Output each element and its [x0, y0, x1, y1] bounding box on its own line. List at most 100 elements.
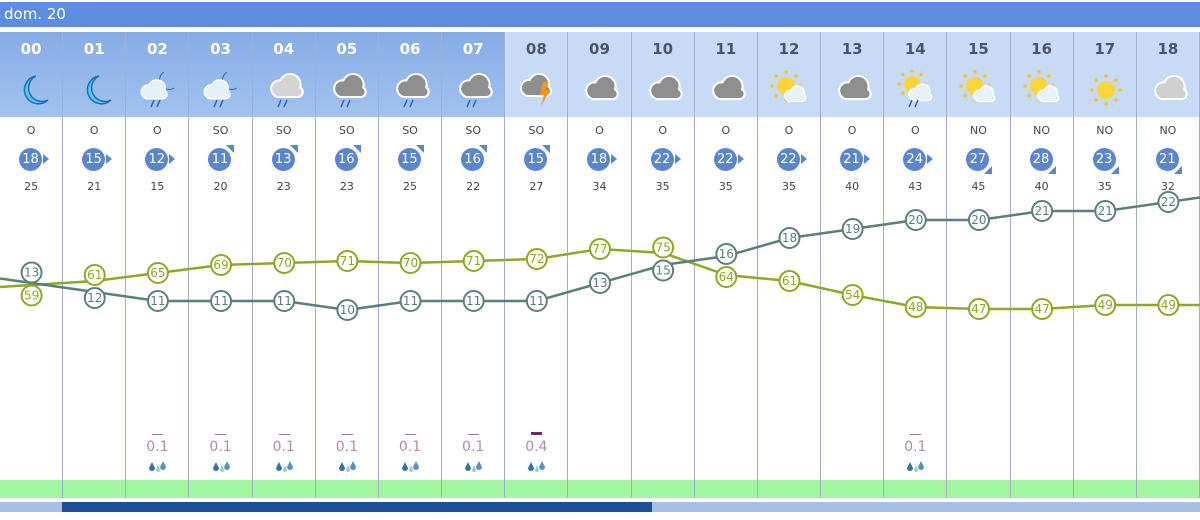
cloud-rain-light-icon [263, 70, 307, 110]
green-strip [189, 480, 252, 498]
hour-column: 04 SO 13 23 0.1 [252, 32, 316, 498]
hour-column: 16 NO 28 40 [1010, 32, 1074, 498]
precip-value: 0.1 [398, 439, 422, 455]
wind-arrow-icon [226, 145, 235, 153]
cloud-storm-icon [515, 70, 559, 110]
cloud-rain-icon [326, 70, 370, 110]
hour-column: 15 NO 27 45 [947, 32, 1011, 498]
precip-bar [152, 434, 164, 435]
hour-label: 18 [1157, 40, 1179, 58]
wind-gust: 43 [908, 180, 923, 193]
wind-gust: 45 [971, 180, 986, 193]
hour-column: 07 SO 16 22 0.1 [442, 32, 506, 498]
wind-direction: O [153, 124, 162, 137]
wind-arrow-icon [43, 154, 49, 164]
hour-header [694, 32, 757, 117]
precip-bar [278, 434, 290, 435]
wind-speed-badge: 21 [840, 148, 864, 171]
green-strip [694, 480, 757, 498]
hour-column: 02 O 12 15 0.1 [126, 32, 190, 498]
green-strip [315, 480, 378, 498]
hour-column: 05 SO 16 23 0.1 [315, 32, 379, 498]
wind-speed-badge: 27 [966, 148, 990, 171]
wind-gust: 15 [150, 180, 165, 193]
precip-value: 0.1 [272, 439, 295, 455]
hour-header [315, 32, 378, 117]
hour-column: 09 O 18 34 [568, 32, 632, 498]
wind-direction: O [658, 124, 667, 137]
hour-column: 17 NO 23 35 [1073, 32, 1137, 498]
wind-direction: NO [1033, 124, 1051, 137]
wind-gust: 22 [466, 180, 481, 193]
hour-header [442, 32, 505, 117]
hour-label: 16 [1031, 40, 1053, 58]
hour-label: 02 [146, 40, 168, 58]
hour-header [631, 32, 694, 117]
wind-direction: SO [275, 124, 292, 137]
green-strip [1136, 480, 1199, 498]
sun-cloud-icon [768, 70, 812, 110]
wind-arrow-icon [1110, 166, 1119, 174]
wind-direction: NO [1159, 124, 1177, 137]
wind-speed-badge: 21 [1155, 148, 1179, 171]
precip-value: 0.1 [462, 439, 485, 455]
wind-arrow-icon [611, 154, 618, 164]
wind-speed-badge: 16 [461, 148, 485, 171]
wind-speed-badge: 22 [776, 148, 800, 171]
hour-header [126, 32, 189, 117]
wind-gust: 34 [592, 180, 607, 193]
wind-arrow-icon [800, 154, 807, 164]
wind-direction: O [595, 124, 604, 137]
hour-column: 13 O 21 40 [821, 32, 885, 498]
precip-bar [531, 432, 543, 435]
wind-arrow-icon [289, 145, 298, 153]
wind-direction: O [26, 124, 36, 137]
wind-arrow-icon [479, 145, 488, 153]
hour-label: 06 [399, 40, 421, 58]
green-strip [63, 480, 126, 498]
wind-direction: O [784, 124, 794, 137]
wind-gust: 35 [718, 180, 733, 193]
hour-label: 14 [904, 40, 926, 58]
wind-direction: SO [465, 124, 481, 137]
hour-column: 11 O 22 35 [694, 32, 758, 498]
hour-column: 03 SO 11 20 0.1 [189, 32, 253, 498]
hour-label: 03 [210, 40, 231, 58]
wind-arrow-icon [864, 154, 871, 164]
hour-label: 15 [968, 40, 989, 58]
rain-drops-icon [505, 460, 567, 475]
wind-arrow-icon [1047, 166, 1056, 174]
precip-bar [404, 434, 416, 435]
hour-header [189, 32, 252, 117]
hour-label: 10 [652, 40, 674, 58]
wind-speed-badge: 22 [650, 148, 674, 171]
hour-header [252, 32, 315, 117]
wind-gust: 20 [213, 180, 228, 193]
wind-speed-badge: 11 [208, 148, 232, 171]
precip-value: 0.1 [904, 439, 927, 455]
wind-gust: 35 [655, 180, 670, 193]
rain-drops-icon [379, 460, 441, 475]
hour-label: 04 [273, 40, 295, 58]
moon-cloud-rain-icon [199, 70, 243, 110]
rain-drops-icon [884, 460, 946, 475]
scrollbar-thumb[interactable] [62, 502, 652, 512]
green-strip [631, 480, 694, 498]
wind-arrow-icon [542, 145, 551, 153]
wind-speed-badge: 22 [713, 148, 737, 171]
green-strip [1073, 480, 1136, 498]
green-strip [947, 480, 1010, 498]
green-strip [442, 480, 505, 498]
wind-direction: SO [528, 124, 545, 137]
precip-value: 0.1 [335, 439, 358, 455]
wind-speed-badge: 15 [524, 148, 548, 171]
precip-bar [910, 434, 922, 435]
green-strip [568, 480, 631, 498]
wind-direction: O [910, 124, 920, 137]
wind-speed-badge: 28 [1029, 148, 1053, 171]
green-strip [505, 480, 568, 498]
hour-header [757, 32, 821, 117]
green-strip [1010, 480, 1073, 498]
rain-drops-icon [316, 460, 378, 475]
wind-arrow-icon [352, 145, 361, 153]
